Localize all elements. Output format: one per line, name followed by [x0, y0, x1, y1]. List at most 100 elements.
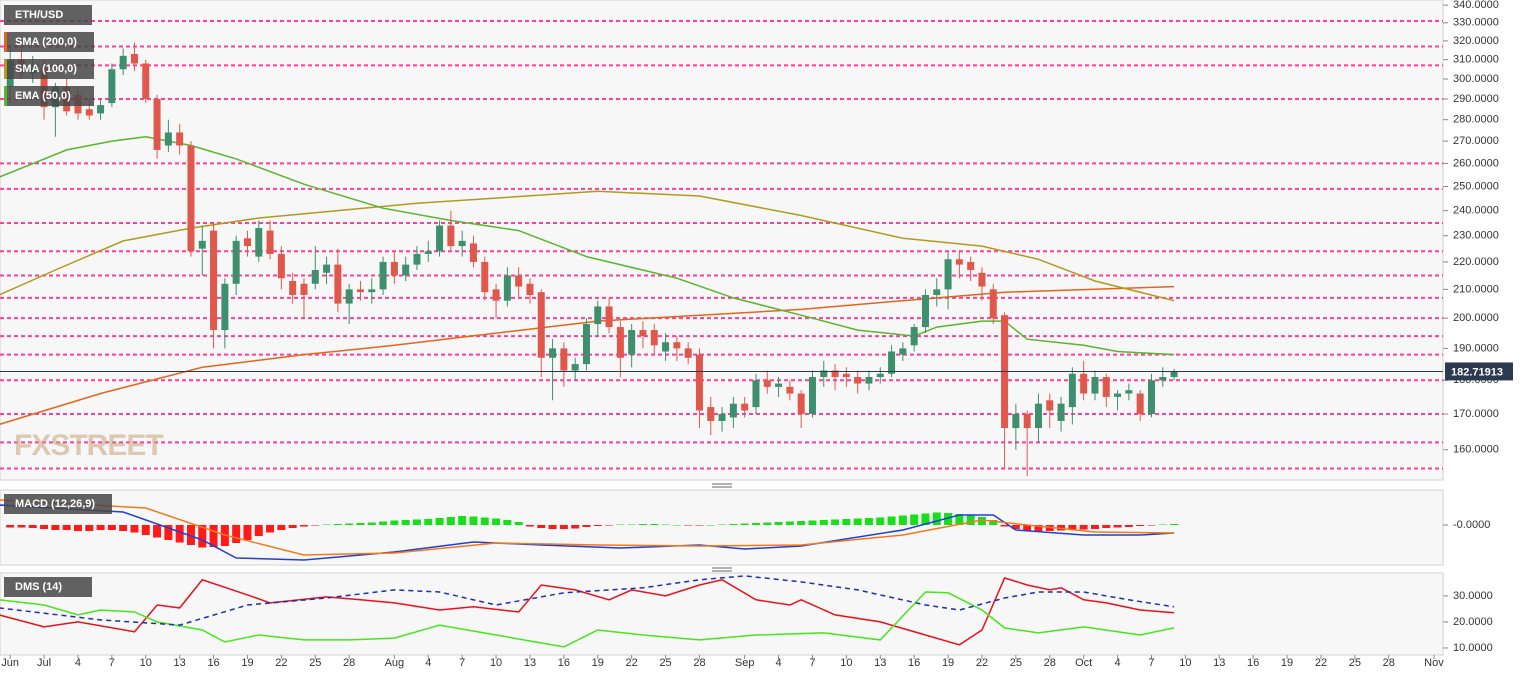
histogram-bar: [819, 520, 828, 525]
indicator-line: [0, 136, 1175, 356]
histogram-bar: [740, 523, 749, 525]
candle-body: [842, 373, 850, 378]
candle-body: [1125, 390, 1133, 394]
legend-box: [4, 86, 94, 106]
histogram-bar: [51, 525, 60, 530]
x-tick-label: 19: [241, 657, 253, 669]
candle-body: [436, 225, 444, 252]
y-tick-label: 250.0000: [1453, 180, 1499, 192]
legend-swatch: [4, 86, 7, 106]
histogram-bar: [503, 520, 512, 525]
candle-body: [899, 348, 907, 355]
histogram-bar: [537, 525, 546, 528]
candle-body: [605, 306, 613, 328]
candle-body: [119, 55, 127, 70]
watermark: FXSTREET: [14, 429, 163, 462]
legend-box: [4, 5, 92, 25]
histogram-bar: [446, 517, 455, 525]
candle-body: [775, 383, 783, 387]
histogram-bar: [186, 525, 195, 545]
legend-box: [4, 32, 94, 52]
candle-body: [368, 289, 376, 293]
x-tick-label: Nov: [1424, 657, 1444, 669]
histogram-bar: [932, 512, 941, 525]
histogram-bar: [266, 525, 275, 533]
histogram-bar: [706, 525, 715, 526]
candle-body: [323, 264, 331, 273]
candle-body: [650, 330, 658, 346]
candle-body: [616, 327, 624, 358]
x-tick-label: 19: [942, 657, 954, 669]
legend-swatch: [4, 32, 7, 52]
legend-box: [4, 494, 112, 514]
x-tick-label: 7: [1148, 657, 1154, 669]
histogram-bar: [593, 525, 602, 526]
histogram-bar: [763, 522, 772, 525]
x-tick-label: Jul: [37, 657, 51, 669]
x-tick-label: 25: [309, 657, 321, 669]
candle-body: [469, 243, 477, 262]
candle-body: [458, 240, 466, 247]
panel-grip[interactable]: [712, 483, 732, 488]
x-tick-label: 16: [558, 657, 570, 669]
candle-body: [176, 132, 184, 146]
histogram-bar: [1034, 525, 1043, 531]
histogram-bar: [1158, 524, 1167, 525]
candle-body: [989, 289, 997, 319]
y-tick-label: 20.0000: [1453, 616, 1493, 628]
x-tick-label: 10: [140, 657, 152, 669]
x-tick-label: 4: [425, 657, 431, 669]
y-tick-label: 190.0000: [1453, 342, 1499, 354]
histogram-bar: [955, 514, 964, 525]
histogram-bar: [96, 525, 105, 530]
panel-grip[interactable]: [712, 567, 732, 572]
histogram-bar: [209, 525, 218, 547]
x-tick-label: 13: [874, 657, 886, 669]
histogram-bar: [887, 516, 896, 525]
histogram-bar: [390, 520, 399, 525]
x-tick-label: 4: [776, 657, 782, 669]
histogram-bar: [718, 524, 727, 525]
candle-body: [424, 251, 432, 254]
legend-label: SMA (200,0): [15, 36, 77, 48]
candle-body: [153, 98, 161, 150]
x-tick-label: 22: [976, 657, 988, 669]
histogram-bar: [17, 525, 26, 528]
y-tick-label: 330.0000: [1453, 17, 1499, 29]
legend-label: DMS (14): [15, 581, 62, 593]
candle-body: [232, 240, 240, 284]
candle-body: [594, 306, 602, 325]
candle-body: [221, 283, 229, 331]
x-tick-label: 13: [1213, 657, 1225, 669]
histogram-bar: [119, 525, 128, 531]
candle-body: [85, 109, 93, 116]
histogram-bar: [356, 523, 365, 525]
histogram-bar: [1147, 525, 1156, 526]
histogram-bar: [1023, 525, 1032, 531]
y-tick-label: 230.0000: [1453, 230, 1499, 242]
x-tick-label: 28: [693, 657, 705, 669]
histogram-bar: [638, 524, 647, 525]
histogram-bar: [661, 524, 670, 525]
y-tick-label: 10.0000: [1453, 642, 1493, 654]
panel-marks: [0, 20, 1443, 477]
histogram-bar: [107, 525, 116, 530]
histogram-bar: [175, 525, 184, 543]
panel-background: [0, 489, 1444, 566]
histogram-bar: [412, 519, 421, 525]
histogram-bar: [345, 523, 354, 525]
x-tick-label: 13: [524, 657, 536, 669]
histogram-bar: [864, 518, 873, 525]
candle-body: [311, 270, 319, 284]
candle-body: [1034, 403, 1042, 429]
histogram-bar: [299, 525, 308, 527]
histogram-bar: [910, 514, 919, 525]
y-tick-label: -0.0000: [1453, 519, 1490, 531]
candle-body: [1136, 393, 1144, 414]
histogram-bar: [842, 519, 851, 525]
histogram-bar: [367, 522, 376, 525]
candle-body: [198, 240, 206, 249]
candle-body: [707, 407, 715, 421]
candle-body: [266, 230, 274, 254]
x-tick-label: 13: [174, 657, 186, 669]
